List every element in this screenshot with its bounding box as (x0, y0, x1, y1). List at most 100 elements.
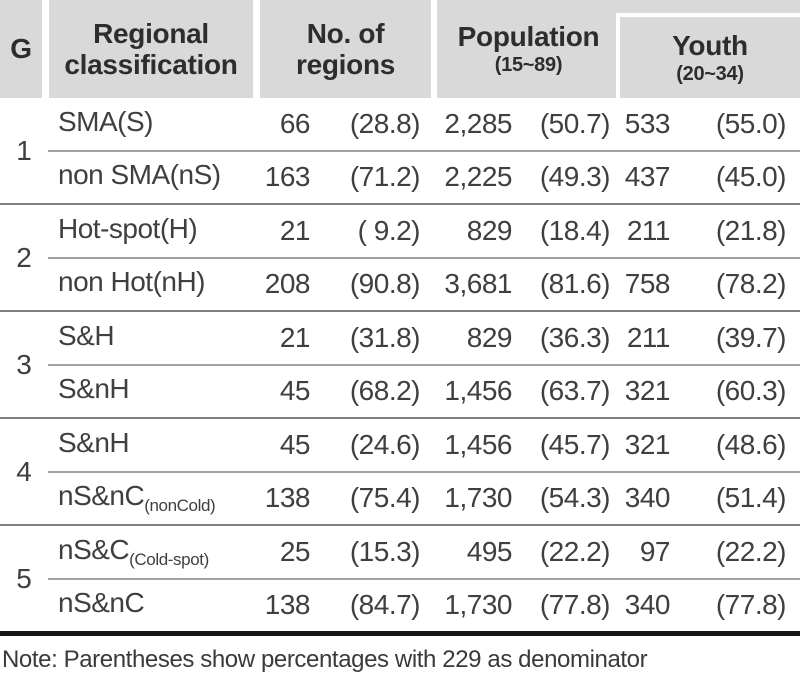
g-number: 3 (16, 348, 32, 380)
table-row: non SMA(nS) 163 (71.2) 2,225 (49.3) 437 … (48, 149, 800, 204)
header-g-label: G (10, 33, 32, 65)
header-regional-line2: classification (64, 49, 238, 80)
youth-count: 758 (624, 268, 671, 300)
g-number: 4 (16, 455, 32, 487)
youth-pct: (22.2) (715, 535, 787, 567)
regions-count: 21 (279, 214, 311, 246)
row-label: S&nH (58, 373, 130, 405)
table-group-1: 1 SMA(S) 66 (28.8) 2,285 (50.7) 533 (55.… (0, 98, 800, 205)
g-number: 2 (16, 241, 32, 273)
regions-count: 21 (279, 321, 311, 353)
youth-count: 97 (639, 535, 671, 567)
youth-pct: (51.4) (715, 482, 787, 514)
table-row: Hot-spot(H) 21 ( 9.2) 829 (18.4) 211 (21… (48, 205, 800, 257)
table-note: Note: Parentheses show percentages with … (2, 646, 648, 673)
regions-count: 208 (264, 268, 311, 300)
youth-pct: (39.7) (715, 321, 787, 353)
regions-pct: (75.4) (349, 482, 421, 514)
table-header: G Regional classification No. of regions… (0, 0, 800, 98)
table-row: nS&C(Cold-spot) 25 (15.3) 495 (22.2) 97 … (48, 526, 800, 578)
table-row: SMA(S) 66 (28.8) 2,285 (50.7) 533 (55.0) (48, 98, 800, 150)
header-no-of-regions: No. of regions (260, 0, 431, 98)
row-label: S&H (58, 319, 115, 351)
table-row: S&nH 45 (24.6) 1,456 (45.7) 321 (48.6) (48, 419, 800, 471)
youth-count: 211 (626, 214, 671, 246)
population-count: 2,225 (444, 161, 512, 193)
g-number: 5 (16, 562, 32, 594)
regions-count: 45 (279, 428, 311, 460)
regions-pct: (15.3) (349, 535, 421, 567)
youth-count: 321 (624, 375, 671, 407)
g-number: 1 (16, 134, 32, 166)
header-youth-line1: Youth (672, 29, 748, 61)
population-pct: (49.3) (539, 161, 611, 193)
row-label: S&nH (58, 426, 130, 458)
population-count: 1,456 (444, 375, 512, 407)
population-pct: (77.8) (539, 589, 611, 621)
population-pct: (50.7) (539, 107, 611, 139)
youth-pct: (21.8) (715, 214, 787, 246)
population-pct: (63.7) (539, 375, 611, 407)
row-label: non Hot(nH) (58, 266, 206, 298)
regions-pct: (24.6) (349, 428, 421, 460)
youth-pct: (48.6) (715, 428, 787, 460)
row-label: SMA(S) (58, 105, 154, 137)
header-regions-line1: No. of (306, 17, 385, 49)
table-group-2: 2 Hot-spot(H) 21 ( 9.2) 829 (18.4) 211 (… (0, 205, 800, 312)
regions-pct: (28.8) (349, 107, 421, 139)
regions-pct: (84.7) (349, 589, 421, 621)
table-group-4: 4 S&nH 45 (24.6) 1,456 (45.7) 321 (48.6)… (0, 419, 800, 526)
row-label: Hot-spot(H) (58, 212, 198, 244)
youth-count: 340 (624, 589, 671, 621)
regions-count: 25 (279, 535, 311, 567)
population-pct: (18.4) (539, 214, 611, 246)
regions-pct: (71.2) (349, 161, 421, 193)
youth-pct: (45.0) (715, 161, 787, 193)
regions-pct: (68.2) (349, 375, 421, 407)
regions-count: 138 (264, 482, 311, 514)
header-regions-line2: regions (295, 49, 396, 80)
header-population: Population (15~89) (437, 0, 620, 98)
population-pct: (45.7) (539, 428, 611, 460)
regions-count: 163 (264, 161, 311, 193)
population-count: 829 (466, 321, 513, 353)
youth-pct: (78.2) (715, 268, 787, 300)
header-g: G (0, 0, 42, 98)
header-youth-highlighted: Youth (20~34) (616, 13, 800, 98)
row-label: nS&nC(nonCold) (58, 480, 216, 516)
youth-count: 533 (624, 107, 671, 139)
population-count: 829 (466, 214, 513, 246)
population-count: 2,285 (444, 107, 512, 139)
regions-pct: ( 9.2) (357, 214, 421, 246)
header-regional-line1: Regional (93, 17, 209, 49)
population-pct: (54.3) (539, 482, 611, 514)
regions-count: 138 (264, 589, 311, 621)
population-count: 1,730 (444, 589, 512, 621)
population-pct: (36.3) (539, 321, 611, 353)
table-row: non Hot(nH) 208 (90.8) 3,681 (81.6) 758 … (48, 256, 800, 311)
row-label: non SMA(nS) (58, 159, 221, 191)
youth-pct: (60.3) (715, 375, 787, 407)
table-group-3: 3 S&H 21 (31.8) 829 (36.3) 211 (39.7) S&… (0, 312, 800, 419)
population-count: 495 (466, 535, 513, 567)
header-population-youth-block: Population (15~89) Youth (20~34) (437, 0, 800, 98)
table-bottom-rule (0, 631, 800, 636)
regions-pct: (90.8) (349, 268, 421, 300)
row-label: nS&C(Cold-spot) (58, 533, 209, 569)
youth-pct: (55.0) (715, 107, 787, 139)
header-youth-line2: (20~34) (676, 62, 744, 85)
regions-count: 45 (279, 375, 311, 407)
population-pct: (22.2) (539, 535, 611, 567)
table-row: S&nH 45 (68.2) 1,456 (63.7) 321 (60.3) (48, 363, 800, 418)
youth-pct: (77.8) (715, 589, 787, 621)
regions-count: 66 (279, 107, 311, 139)
header-population-line1: Population (457, 21, 600, 53)
header-regional-classification: Regional classification (49, 0, 253, 98)
table-row: nS&nC(nonCold) 138 (75.4) 1,730 (54.3) 3… (48, 470, 800, 525)
header-population-line2: (15~89) (494, 54, 563, 77)
youth-count: 321 (624, 428, 671, 460)
population-count: 3,681 (444, 268, 512, 300)
population-count: 1,456 (444, 428, 512, 460)
youth-count: 437 (624, 161, 671, 193)
table-group-5: 5 nS&C(Cold-spot) 25 (15.3) 495 (22.2) 9… (0, 526, 800, 631)
